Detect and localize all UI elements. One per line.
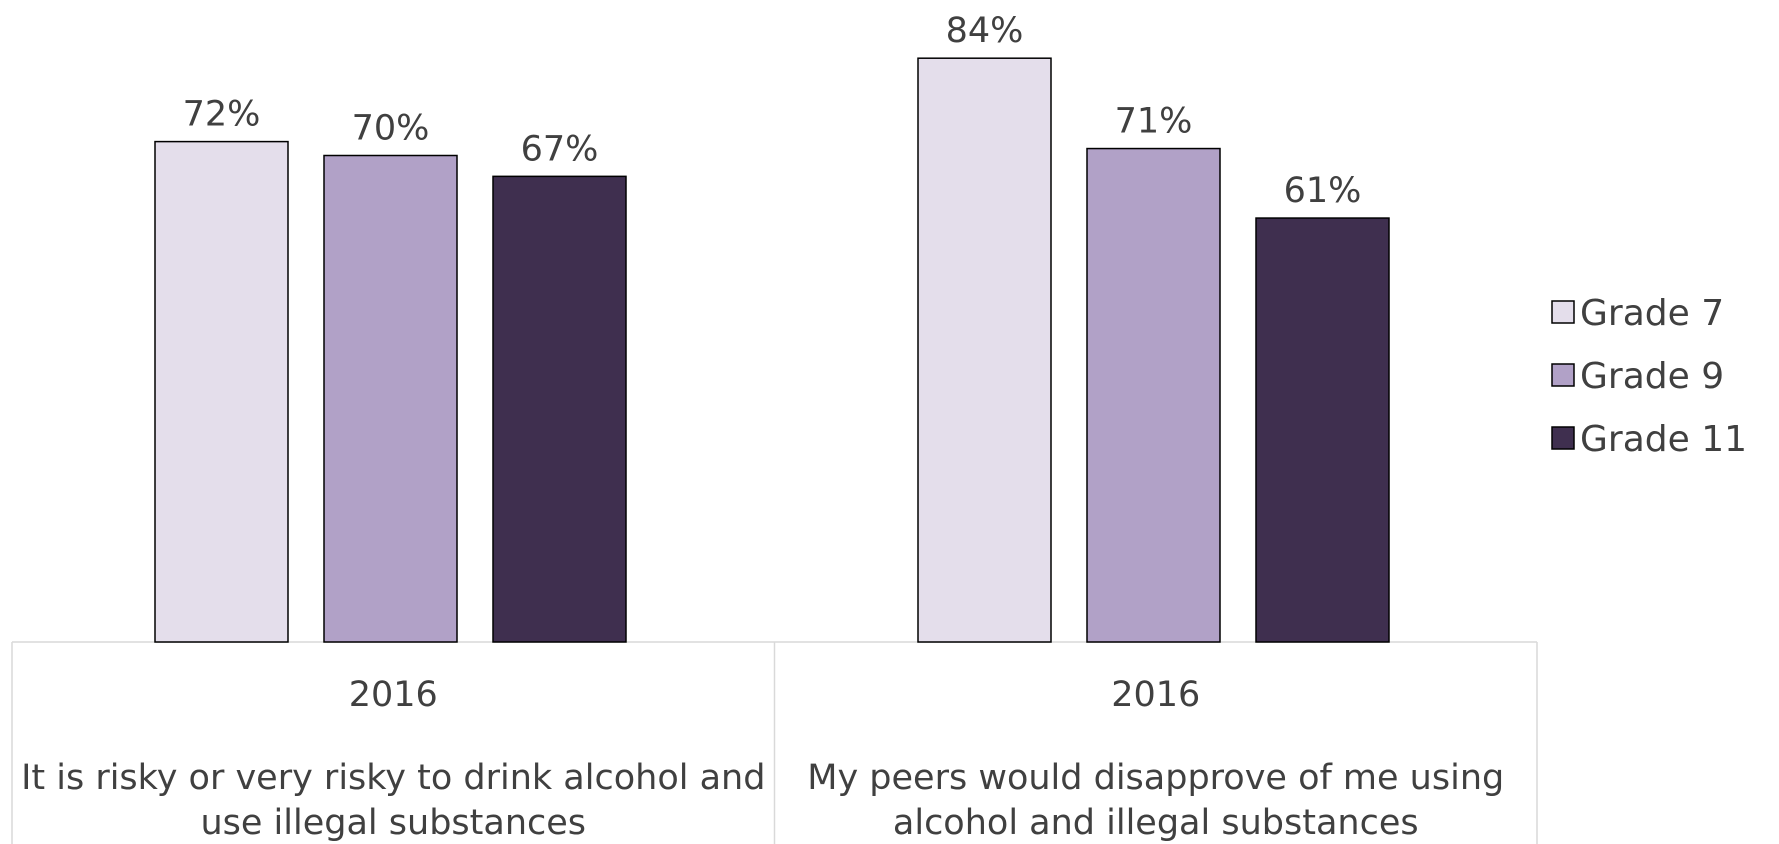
- legend: Grade 7 Grade 9 Grade 11: [1551, 293, 1747, 460]
- category-label-2-line-2: alcohol and illegal substances: [893, 803, 1419, 843]
- legend-label-grade-11: Grade 11: [1580, 419, 1747, 460]
- bar-grade-11-category-2: [1255, 217, 1390, 643]
- data-label-grade-7-category-2: 84%: [946, 11, 1024, 51]
- data-label-grade-9-category-1: 70%: [352, 109, 430, 149]
- category-year-2: 2016: [1111, 675, 1200, 715]
- category-label-2-line-1: My peers would disapprove of me using: [807, 758, 1504, 798]
- legend-swatch-grade-7: [1551, 300, 1575, 324]
- category-labels: 2016 It is risky or very risky to drink a…: [21, 675, 1504, 843]
- bar-grade-9-category-2: [1086, 147, 1221, 643]
- data-label-grade-7-category-1: 72%: [183, 95, 261, 135]
- legend-label-grade-9: Grade 9: [1580, 356, 1724, 397]
- data-label-grade-11-category-2: 61%: [1284, 171, 1362, 211]
- bar-grade-11-category-1: [492, 175, 627, 643]
- data-label-grade-9-category-2: 71%: [1115, 102, 1193, 142]
- category-year-1: 2016: [349, 675, 438, 715]
- bar-grade-7-category-1: [154, 140, 289, 643]
- data-labels: 72% 70% 67% 84% 71% 61%: [183, 11, 1362, 211]
- bar-grade-7-category-2: [917, 57, 1052, 643]
- data-label-grade-11-category-1: 67%: [521, 129, 599, 169]
- bars: [154, 57, 1390, 643]
- legend-swatch-grade-9: [1551, 363, 1575, 387]
- bar-grade-9-category-1: [323, 154, 458, 643]
- legend-swatch-grade-11: [1551, 426, 1575, 450]
- category-label-1-line-2: use illegal substances: [200, 803, 586, 843]
- legend-label-grade-7: Grade 7: [1580, 293, 1724, 334]
- category-label-1-line-1: It is risky or very risky to drink alcoh…: [21, 758, 765, 798]
